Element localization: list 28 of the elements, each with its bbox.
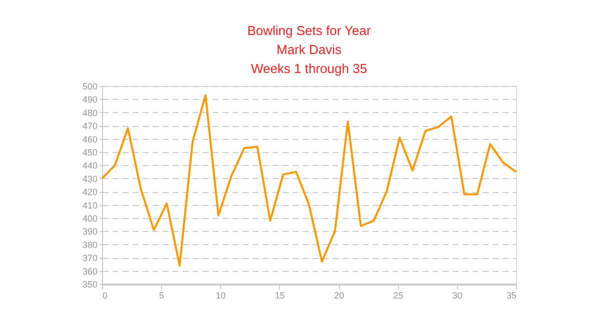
line-series (101, 94, 517, 267)
x-tick-label: 5 (159, 290, 164, 300)
y-tick-label: 410 (82, 200, 98, 210)
text: Weeks 1 through 35 (250, 61, 368, 76)
y-tick-label: 470 (82, 121, 98, 132)
x-tick-label: 0 (102, 290, 108, 300)
y-tick-label: 460 (82, 134, 98, 144)
x-tick-label: 35 (506, 290, 516, 300)
y-tick-label: 440 (82, 160, 98, 171)
chart-subtitle: Mark Davis (276, 42, 342, 57)
x-tick-label: 15 (274, 290, 285, 300)
y-tick-label: 490 (82, 94, 98, 105)
y-tick-label: 420 (82, 187, 98, 198)
x-tick-label: 25 (393, 290, 404, 300)
y-tick-label: 390 (82, 226, 98, 237)
y-tick-label: 450 (82, 148, 98, 158)
y-tick-label: 370 (82, 253, 98, 264)
y-tick-label: 350 (82, 280, 98, 290)
x-tick-label: 30 (452, 290, 462, 300)
y-tick-label: 400 (82, 214, 98, 224)
x-tick-label: 10 (216, 290, 226, 300)
y-tick-label: 480 (82, 108, 98, 118)
y-tick-label: 360 (82, 266, 98, 276)
y-tick-label: 430 (82, 174, 98, 184)
chart-title: Bowling Sets for Year (247, 23, 372, 38)
y-tick-label: 380 (82, 240, 98, 250)
x-tick-label: 20 (334, 290, 344, 300)
y-tick-label: 500 (82, 82, 98, 92)
